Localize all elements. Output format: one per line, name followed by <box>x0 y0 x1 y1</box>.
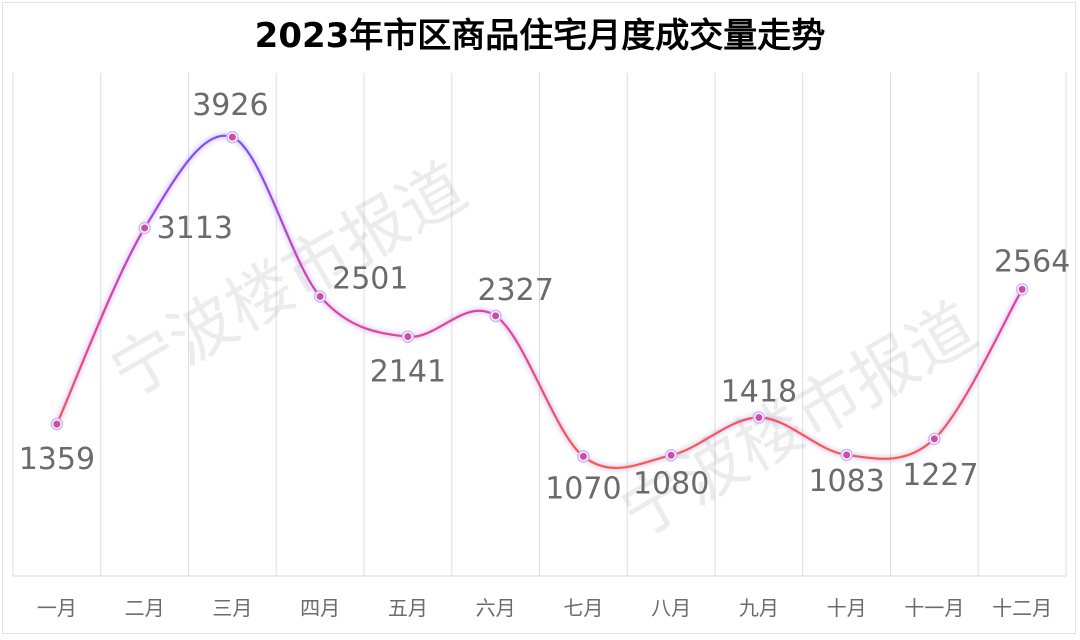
data-labels: 1359 3113 3926 2501 2141 2327 1070 1080 1418 1083… <box>19 88 1071 506</box>
svg-text:宁波楼市报道: 宁波楼市报道 <box>608 288 989 553</box>
x-axis-label: 六月 <box>475 596 516 620</box>
x-axis-label: 八月 <box>651 596 692 620</box>
data-label-5: 2141 <box>370 355 446 390</box>
data-label-1: 1359 <box>19 442 95 477</box>
x-axis-label: 二月 <box>124 596 165 620</box>
data-label-2: 3113 <box>157 211 233 246</box>
data-label-6: 2327 <box>477 273 553 308</box>
x-axis-label: 四月 <box>300 596 341 620</box>
x-axis-label: 十二月 <box>992 596 1053 620</box>
x-axis-label: 三月 <box>212 596 253 620</box>
series-line <box>55 134 1024 470</box>
data-label-8: 1080 <box>633 466 709 501</box>
x-axis-label: 七月 <box>563 596 604 620</box>
data-label-9: 1418 <box>721 374 797 409</box>
x-axis-label: 十月 <box>826 596 867 620</box>
x-axis-label: 十一月 <box>904 596 965 620</box>
x-axis-label: 一月 <box>36 596 77 620</box>
data-label-10: 1083 <box>808 464 884 499</box>
x-axis-label: 五月 <box>387 596 428 620</box>
chart-title: 2023年市区商品住宅月度成交量走势 <box>254 16 826 56</box>
grid-lines <box>12 73 1067 577</box>
x-axis-label: 九月 <box>738 596 779 620</box>
data-markers <box>50 130 1029 463</box>
data-label-4: 2501 <box>332 261 408 296</box>
data-label-7: 1070 <box>545 471 621 506</box>
data-label-3: 3926 <box>192 88 268 123</box>
data-label-12: 2564 <box>994 244 1070 279</box>
x-axis-labels: 一月 二月 三月 四月 五月 六月 七月 八月 九月 十月 十一月 十二月 <box>0 592 1080 622</box>
data-label-11: 1227 <box>902 458 978 493</box>
